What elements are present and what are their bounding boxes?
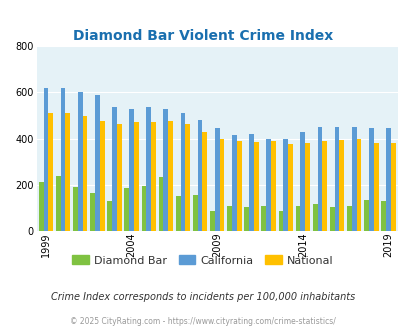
Bar bbox=[65, 113, 70, 231]
Bar bbox=[385, 128, 390, 231]
Bar bbox=[202, 132, 207, 231]
Bar bbox=[38, 182, 43, 231]
Text: Crime Index corresponds to incidents per 100,000 inhabitants: Crime Index corresponds to incidents per… bbox=[51, 292, 354, 302]
Legend: Diamond Bar, California, National: Diamond Bar, California, National bbox=[68, 251, 337, 270]
Bar bbox=[363, 200, 368, 231]
Bar bbox=[278, 211, 283, 231]
Text: Diamond Bar Violent Crime Index: Diamond Bar Violent Crime Index bbox=[72, 29, 333, 43]
Bar bbox=[356, 139, 360, 231]
Bar bbox=[266, 139, 270, 231]
Bar bbox=[390, 143, 395, 231]
Bar bbox=[329, 207, 334, 231]
Bar bbox=[129, 109, 134, 231]
Bar bbox=[192, 195, 197, 231]
Bar bbox=[209, 211, 214, 231]
Bar bbox=[197, 120, 202, 231]
Bar bbox=[295, 206, 300, 231]
Bar bbox=[163, 109, 168, 231]
Bar bbox=[90, 193, 95, 231]
Bar bbox=[107, 201, 112, 231]
Bar bbox=[151, 122, 156, 231]
Bar bbox=[112, 108, 117, 231]
Bar bbox=[380, 201, 385, 231]
Bar bbox=[288, 145, 292, 231]
Bar bbox=[43, 88, 48, 231]
Bar bbox=[261, 206, 266, 231]
Bar bbox=[214, 128, 219, 231]
Bar bbox=[100, 121, 104, 231]
Bar bbox=[305, 143, 309, 231]
Bar bbox=[270, 141, 275, 231]
Bar bbox=[236, 141, 241, 231]
Bar bbox=[253, 142, 258, 231]
Bar bbox=[117, 123, 121, 231]
Bar bbox=[168, 121, 173, 231]
Bar bbox=[231, 135, 236, 231]
Bar bbox=[283, 139, 288, 231]
Bar bbox=[60, 88, 65, 231]
Bar bbox=[141, 186, 146, 231]
Bar bbox=[322, 141, 326, 231]
Bar bbox=[373, 143, 377, 231]
Bar bbox=[334, 127, 339, 231]
Bar bbox=[351, 127, 356, 231]
Bar bbox=[368, 128, 373, 231]
Bar bbox=[146, 108, 151, 231]
Bar bbox=[248, 134, 253, 231]
Bar bbox=[226, 206, 231, 231]
Bar bbox=[95, 95, 100, 231]
Bar bbox=[244, 207, 248, 231]
Bar bbox=[124, 188, 129, 231]
Bar bbox=[219, 139, 224, 231]
Bar bbox=[339, 140, 343, 231]
Bar bbox=[317, 127, 322, 231]
Bar bbox=[56, 176, 60, 231]
Bar bbox=[82, 115, 87, 231]
Bar bbox=[48, 113, 53, 231]
Bar bbox=[78, 92, 82, 231]
Bar bbox=[346, 206, 351, 231]
Text: © 2025 CityRating.com - https://www.cityrating.com/crime-statistics/: © 2025 CityRating.com - https://www.city… bbox=[70, 317, 335, 326]
Bar bbox=[134, 122, 139, 231]
Bar bbox=[73, 187, 78, 231]
Bar bbox=[300, 132, 305, 231]
Bar bbox=[175, 196, 180, 231]
Bar bbox=[312, 204, 317, 231]
Bar bbox=[158, 177, 163, 231]
Bar bbox=[185, 123, 190, 231]
Bar bbox=[180, 113, 185, 231]
